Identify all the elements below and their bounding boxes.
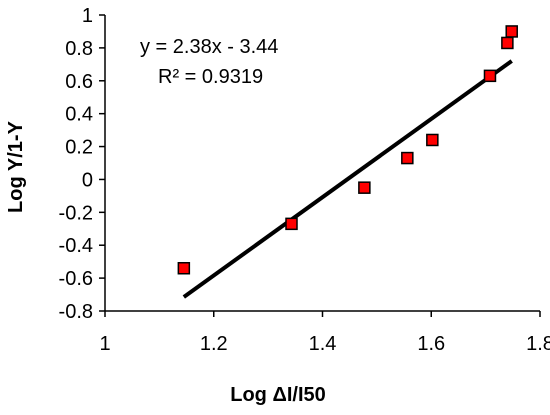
- x-tick-label: 1.8: [526, 333, 550, 355]
- x-tick-label: 1.4: [309, 333, 337, 355]
- trendline: [182, 59, 513, 299]
- x-tick-label: 1: [99, 333, 110, 355]
- data-point: [501, 36, 514, 50]
- y-tick-label: 0.8: [65, 38, 93, 60]
- y-tick-label: -0.2: [59, 202, 93, 224]
- y-tick-label: 0.4: [65, 104, 93, 126]
- r-squared-label: R² = 0.9319: [158, 66, 263, 88]
- y-tick-label: 0: [82, 169, 93, 191]
- y-tick-label: 1: [82, 5, 93, 27]
- data-point: [426, 133, 439, 147]
- y-axis-ticks: -0.8 -0.6 -0.4 -0.2 0 0.2 0.4 0.6 0.8 1: [59, 5, 105, 323]
- y-tick-label: 0.2: [65, 137, 93, 159]
- x-tick-label: 1.6: [417, 333, 445, 355]
- data-point: [177, 261, 191, 275]
- data-point: [401, 151, 414, 165]
- y-tick-label: -0.4: [59, 235, 93, 257]
- data-point: [285, 217, 298, 231]
- y-tick-label: 0.6: [65, 71, 93, 93]
- equation-label: y = 2.38x - 3.44: [140, 36, 278, 58]
- data-point: [358, 181, 371, 194]
- y-tick-label: -0.6: [59, 268, 93, 290]
- data-point: [483, 69, 497, 83]
- x-tick-label: 1.2: [200, 333, 228, 355]
- data-point: [505, 25, 518, 38]
- data-points: [177, 25, 518, 275]
- y-tick-label: -0.8: [59, 301, 93, 323]
- y-axis-title: Log Y/1-Y: [5, 120, 27, 213]
- x-axis-ticks: 1 1.2 1.4 1.6 1.8: [99, 311, 550, 355]
- x-axis-title: Log ΔI/I50: [230, 384, 326, 406]
